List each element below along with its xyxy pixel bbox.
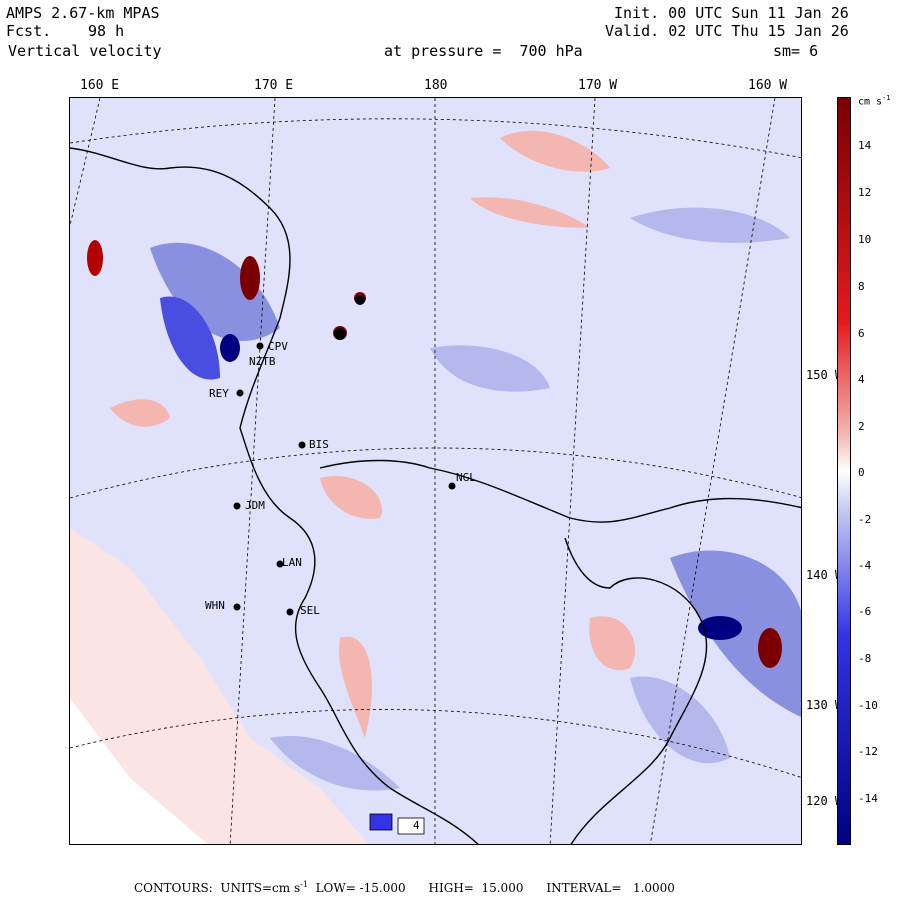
smoothing-value: sm= 6 xyxy=(773,42,819,60)
station-dot xyxy=(236,389,244,397)
updraft-patch xyxy=(339,636,372,738)
station-label-4: 4 xyxy=(413,819,420,832)
updraft-patch xyxy=(320,476,382,519)
updraft-patch xyxy=(589,616,636,671)
station-label-bis: BIS xyxy=(309,438,329,451)
strong-updraft-cell xyxy=(87,240,103,276)
strong-downdraft-cell xyxy=(698,616,742,640)
colorbar-tick: 10 xyxy=(858,233,872,246)
inset-box xyxy=(397,817,425,835)
downdraft-patch xyxy=(270,736,400,791)
parallel-line xyxy=(70,118,801,159)
contour-info: CONTOURS: UNITS=cm s-1 LOW= -15.000 HIGH… xyxy=(134,880,675,895)
colorbar-tick: -12 xyxy=(858,745,878,758)
contour-high: HIGH= 15.000 xyxy=(428,881,524,895)
contour-units: UNITS=cm s xyxy=(220,881,301,895)
colorbar-tick: -6 xyxy=(858,605,872,618)
colorbar-tick: 0 xyxy=(858,466,865,479)
station-dot xyxy=(256,342,264,350)
coastline-east xyxy=(564,537,708,844)
colorbar-tick: 2 xyxy=(858,420,865,433)
colorbar-unit: cm s-1 xyxy=(858,94,891,107)
station-label-sel: SEL xyxy=(300,604,320,617)
lon-label-160w: 160 W xyxy=(748,78,788,93)
contour-units-exp: -1 xyxy=(300,880,308,889)
station-label-rey: REY xyxy=(209,387,229,400)
contours-label: CONTOURS: xyxy=(134,881,213,895)
vertical-velocity-map xyxy=(69,97,802,845)
lon-label-170w: 170 W xyxy=(578,78,618,93)
colorbar-tick: 8 xyxy=(858,280,865,293)
downdraft-patch xyxy=(430,345,550,392)
lon-label-160e: 160 E xyxy=(80,78,120,93)
parallel-line xyxy=(70,709,801,778)
colorbar-tick: -8 xyxy=(858,652,872,665)
colorbar-tick: -4 xyxy=(858,559,872,572)
colorbar-tick: 6 xyxy=(858,327,865,340)
strong-updraft-cell xyxy=(240,256,260,300)
station-dot xyxy=(334,328,346,340)
strong-downdraft-cell xyxy=(220,334,240,362)
colorbar-tick: -2 xyxy=(858,513,872,526)
station-dot xyxy=(286,608,294,616)
coastline xyxy=(70,147,479,844)
variable-name: Vertical velocity xyxy=(8,42,162,60)
updraft-patch xyxy=(500,130,610,172)
pressure-level: at pressure = 700 hPa xyxy=(384,42,583,60)
init-time: Init. 00 UTC Sun 11 Jan 26 xyxy=(614,4,849,22)
colorbar-tick: 4 xyxy=(858,373,865,386)
contour-interval: INTERVAL= 1.0000 xyxy=(546,881,675,895)
meridian-170w xyxy=(549,98,596,844)
station-label-jdm: JDM xyxy=(245,499,265,512)
updraft-patch xyxy=(470,197,590,228)
station-markers xyxy=(233,295,456,616)
forecast-hours: 98 h xyxy=(88,22,125,40)
model-title: AMPS 2.67-km MPAS xyxy=(6,4,160,22)
station-dot xyxy=(448,482,456,490)
downdraft-patch xyxy=(630,207,790,243)
lon-label-180: 180 xyxy=(424,78,448,93)
ice-shelf-edge xyxy=(319,459,801,523)
colorbar-tick: -14 xyxy=(858,792,878,805)
forecast-label: Fcst. xyxy=(6,22,52,40)
meridian-170e xyxy=(229,98,276,844)
station-dot xyxy=(355,295,365,305)
colorbar-unit-exp: -1 xyxy=(882,94,891,102)
valid-time: Valid. 02 UTC Thu 15 Jan 26 xyxy=(605,22,849,40)
contour-low: LOW= -15.000 xyxy=(315,881,406,895)
station-dot xyxy=(233,502,241,510)
downdraft-patch xyxy=(150,242,280,342)
downdraft-patch xyxy=(160,296,220,380)
blank-region xyxy=(70,698,208,844)
station-label-cpv: CPV xyxy=(268,340,288,353)
station-dot xyxy=(276,560,284,568)
colorbar-tick: 14 xyxy=(858,139,872,152)
colorbar-tick: -10 xyxy=(858,699,878,712)
graticule xyxy=(70,98,801,844)
updraft-patch xyxy=(110,399,170,427)
neutral-up-region xyxy=(70,528,369,844)
inset-box xyxy=(369,813,393,831)
station-dot xyxy=(298,441,306,449)
station-label-nztb: NZTB xyxy=(249,355,276,368)
station-dot xyxy=(233,603,241,611)
colorbar-unit-text: cm s xyxy=(858,96,883,108)
station-label-lan: LAN xyxy=(282,556,302,569)
strong-updraft-cell xyxy=(758,628,782,668)
map-canvas xyxy=(70,98,801,844)
colorbar-tick: 12 xyxy=(858,186,872,199)
lon-label-170e: 170 E xyxy=(254,78,294,93)
meridian-160w xyxy=(649,98,776,844)
station-label-ngl: NGL xyxy=(456,471,476,484)
station-label-whn: WHN xyxy=(205,599,225,612)
colorbar xyxy=(837,97,851,845)
